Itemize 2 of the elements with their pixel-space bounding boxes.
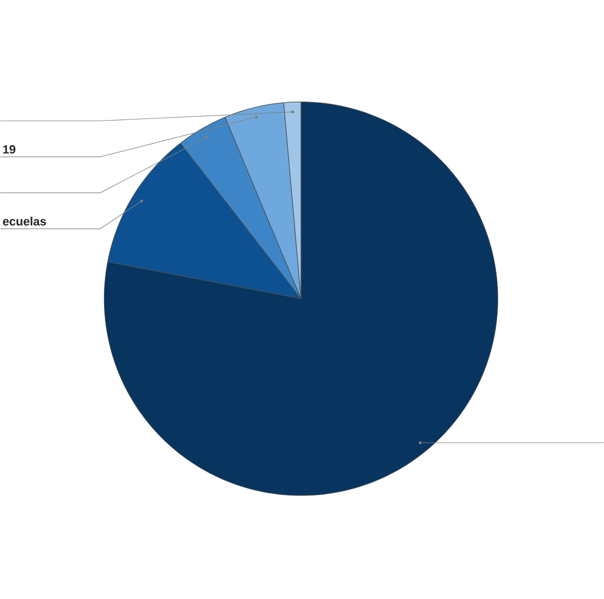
slice-label: 19 bbox=[3, 144, 16, 154]
slice-label: ecuelas bbox=[2, 216, 46, 226]
